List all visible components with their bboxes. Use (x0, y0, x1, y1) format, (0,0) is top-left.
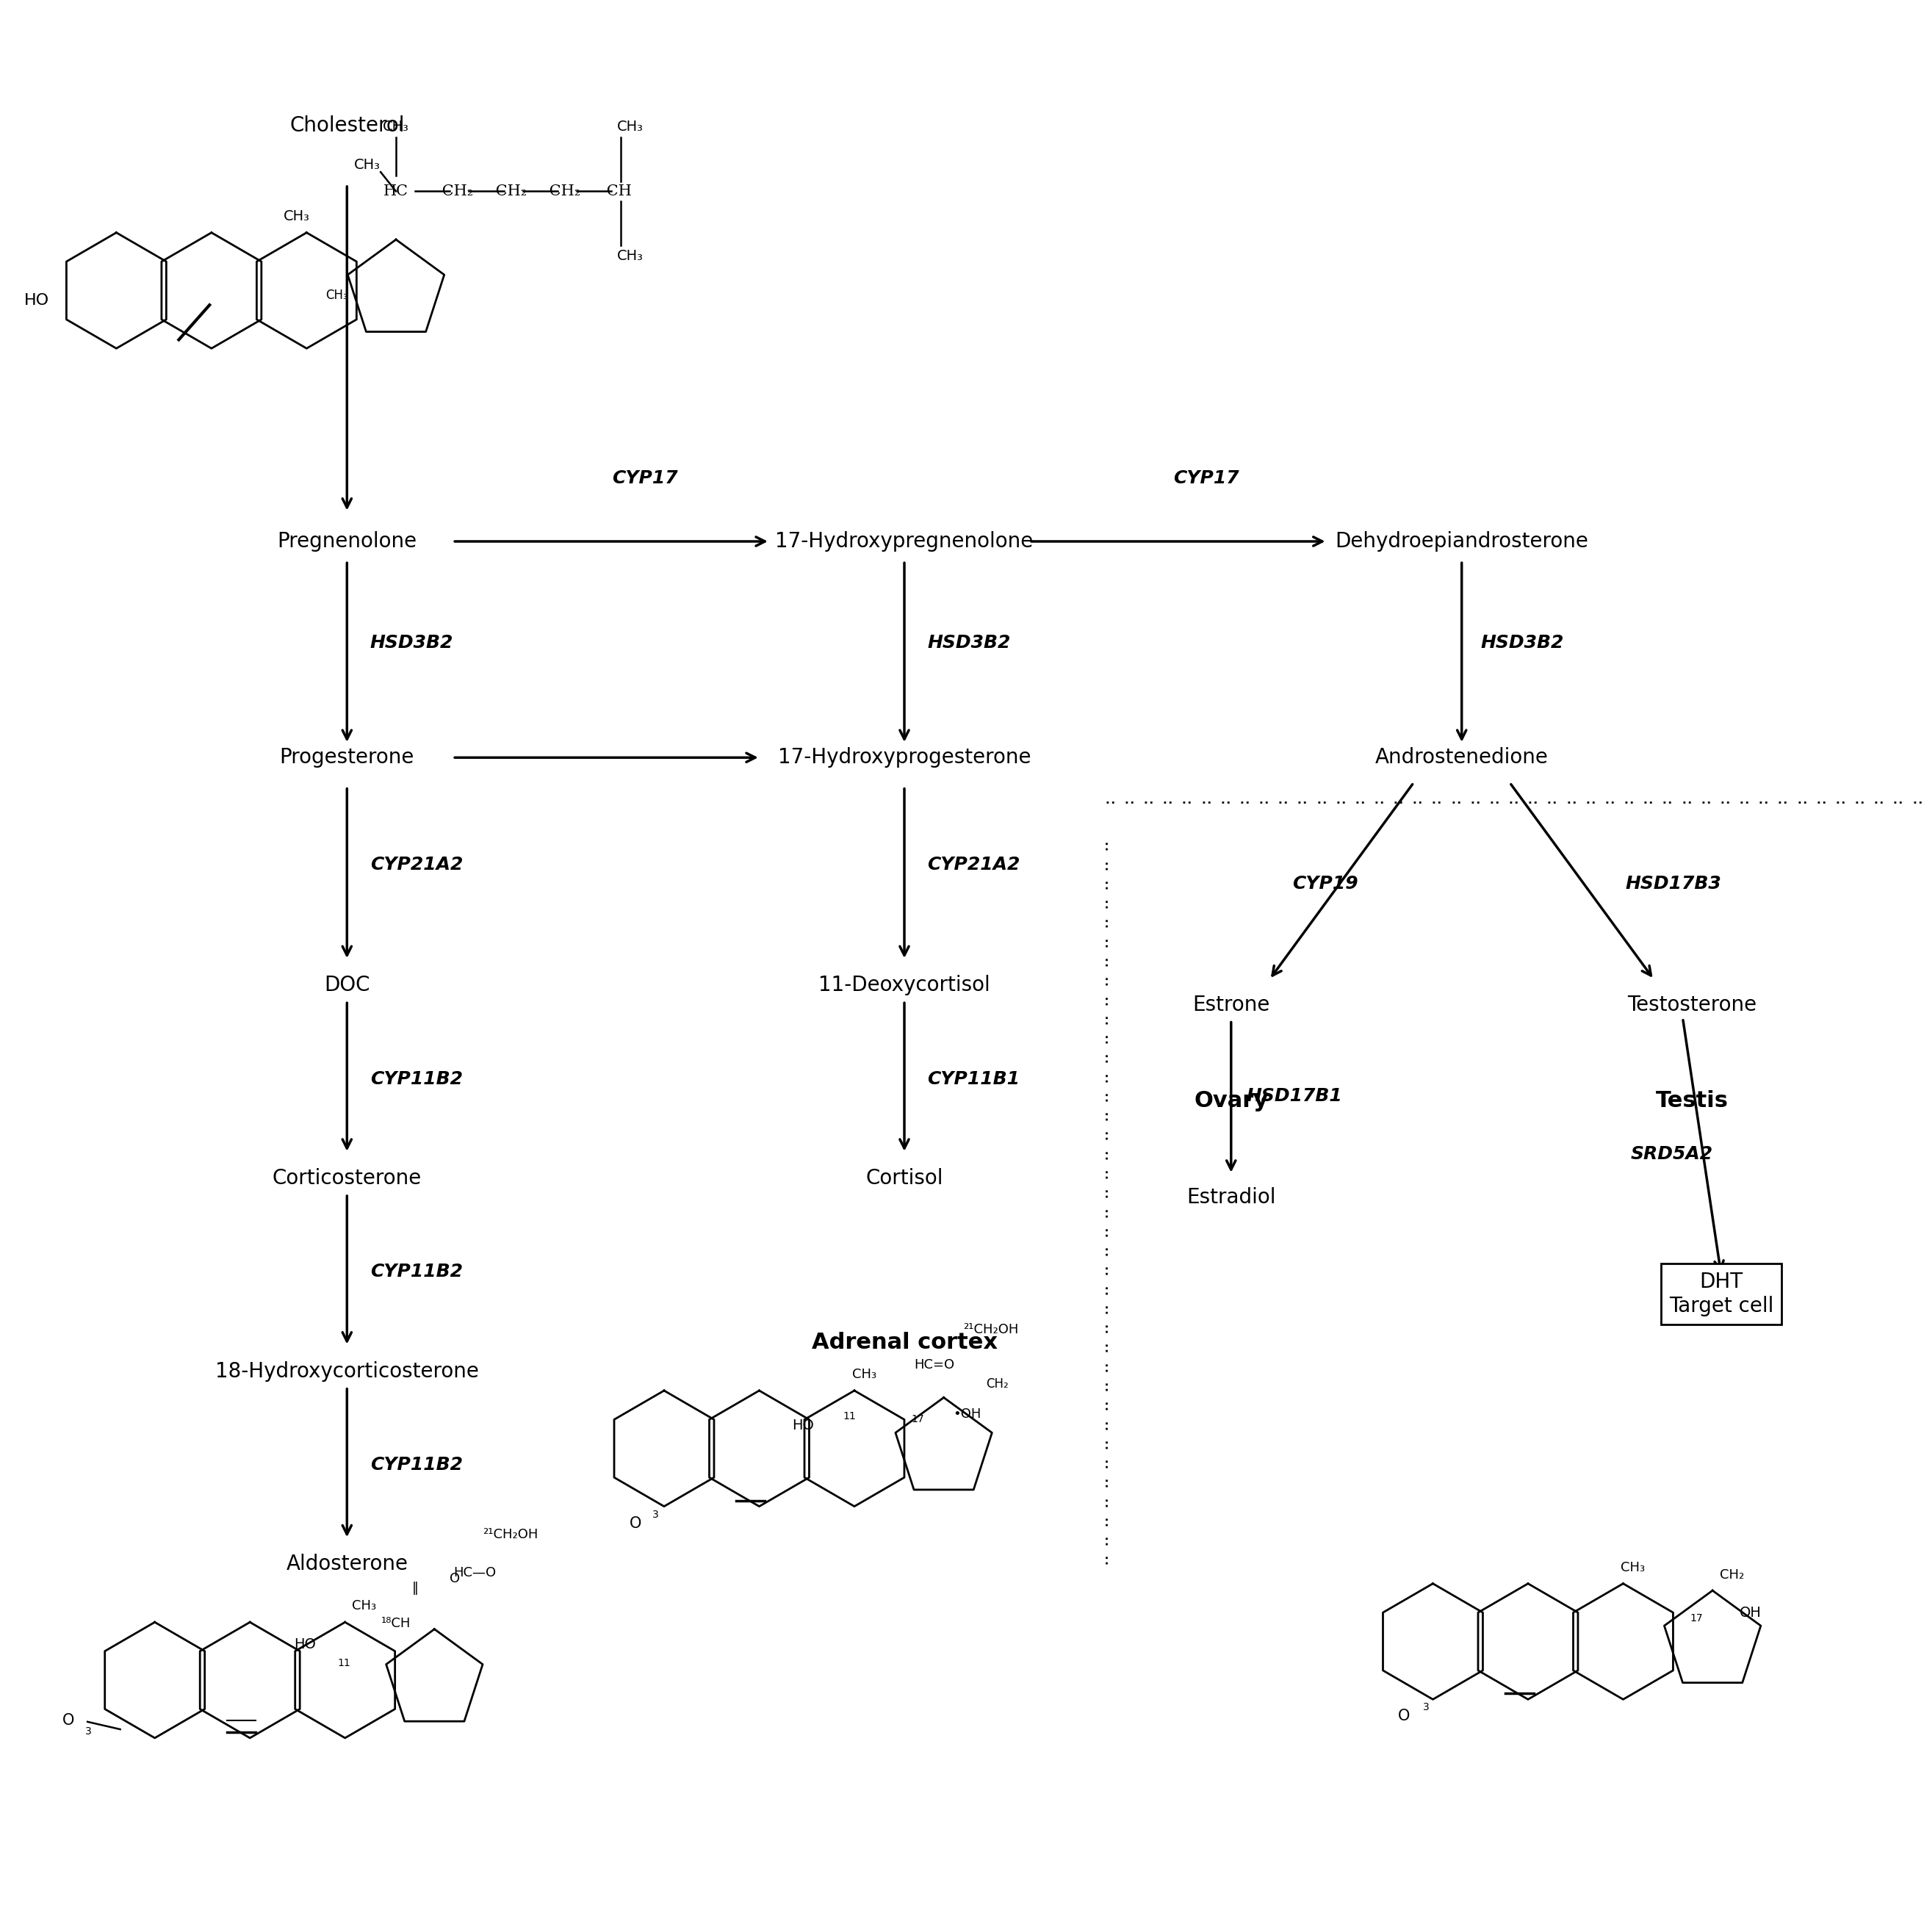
Text: CH₃: CH₃ (852, 1368, 875, 1381)
Text: Estrone: Estrone (1193, 995, 1270, 1014)
Text: DOC: DOC (323, 976, 369, 995)
Text: O: O (1399, 1710, 1410, 1723)
Text: HSD3B2: HSD3B2 (369, 634, 454, 651)
Text: O: O (62, 1714, 73, 1727)
Text: HC: HC (383, 184, 408, 199)
Text: HSD3B2: HSD3B2 (927, 634, 1010, 651)
Text: CH₃: CH₃ (354, 158, 381, 172)
Text: ²¹CH₂OH: ²¹CH₂OH (483, 1528, 539, 1542)
Text: CH₃: CH₃ (285, 209, 310, 222)
Text: Testis: Testis (1657, 1090, 1728, 1111)
Text: DHT
Target cell: DHT Target cell (1668, 1271, 1774, 1316)
Text: CH₃: CH₃ (383, 120, 410, 133)
Text: O: O (450, 1573, 460, 1586)
Text: CH₂: CH₂ (1720, 1569, 1743, 1582)
Text: HO: HO (23, 294, 50, 307)
Text: HC=O: HC=O (914, 1358, 954, 1372)
Text: Pregnenolone: Pregnenolone (277, 531, 418, 553)
Text: Progesterone: Progesterone (279, 748, 414, 767)
Text: HC—O: HC—O (454, 1567, 496, 1580)
Text: CYP11B2: CYP11B2 (369, 1457, 462, 1474)
Text: —CH₂: —CH₂ (427, 184, 473, 199)
Text: SRD5A2: SRD5A2 (1632, 1146, 1712, 1163)
Text: CYP11B1: CYP11B1 (927, 1070, 1020, 1088)
Text: —CH₂: —CH₂ (535, 184, 581, 199)
Text: CH₃: CH₃ (352, 1600, 377, 1613)
Text: 17: 17 (912, 1414, 925, 1424)
Text: 3: 3 (1424, 1702, 1430, 1712)
Text: O: O (629, 1517, 641, 1530)
Text: 18-Hydroxycorticosterone: 18-Hydroxycorticosterone (215, 1360, 479, 1381)
Text: •OH: •OH (954, 1406, 981, 1420)
Text: CYP11B2: CYP11B2 (369, 1264, 462, 1281)
Text: 3: 3 (652, 1509, 660, 1520)
Text: 3: 3 (85, 1727, 90, 1737)
Text: 17-Hydroxyprogesterone: 17-Hydroxyprogesterone (777, 748, 1031, 767)
Text: CYP19: CYP19 (1293, 875, 1358, 893)
Text: Corticosterone: Corticosterone (273, 1169, 421, 1188)
Text: Aldosterone: Aldosterone (287, 1553, 408, 1575)
Text: ²¹CH₂OH: ²¹CH₂OH (962, 1323, 1018, 1337)
Text: CH₂: CH₂ (987, 1378, 1008, 1391)
Text: CH₃: CH₃ (1620, 1561, 1645, 1575)
Text: CYP17: CYP17 (612, 469, 677, 487)
Text: CH₃: CH₃ (618, 249, 645, 263)
Text: CYP21A2: CYP21A2 (369, 856, 464, 873)
Text: 17: 17 (1689, 1613, 1703, 1623)
Text: Estradiol: Estradiol (1187, 1188, 1276, 1208)
Text: 11: 11 (843, 1410, 856, 1422)
Text: CYP21A2: CYP21A2 (927, 856, 1020, 873)
Text: Androstenedione: Androstenedione (1376, 748, 1549, 767)
Text: CH₃: CH₃ (618, 120, 645, 133)
Text: Testosterone: Testosterone (1628, 995, 1757, 1014)
Text: HO: HO (294, 1636, 316, 1652)
Text: —CH: —CH (591, 184, 631, 199)
Text: 17-Hydroxypregnenolone: 17-Hydroxypregnenolone (775, 531, 1033, 553)
Text: CH₃: CH₃ (325, 290, 348, 301)
Text: 11: 11 (337, 1658, 350, 1669)
Text: Cholesterol: Cholesterol (289, 116, 404, 135)
Text: Ovary: Ovary (1195, 1090, 1268, 1111)
Text: HSD17B1: HSD17B1 (1247, 1088, 1343, 1105)
Text: —CH₂: —CH₂ (481, 184, 527, 199)
Text: OH: OH (1739, 1605, 1760, 1619)
Text: HO: HO (793, 1418, 814, 1432)
Text: HSD17B3: HSD17B3 (1626, 875, 1722, 893)
Text: CYP17: CYP17 (1174, 469, 1239, 487)
Text: ¹⁸CH: ¹⁸CH (381, 1617, 412, 1631)
Text: 11-Deoxycortisol: 11-Deoxycortisol (818, 976, 991, 995)
Text: Adrenal cortex: Adrenal cortex (812, 1331, 997, 1352)
Text: HSD3B2: HSD3B2 (1481, 634, 1564, 651)
Text: Cortisol: Cortisol (866, 1169, 943, 1188)
Text: Dehydroepiandrosterone: Dehydroepiandrosterone (1335, 531, 1589, 553)
Text: ‖: ‖ (412, 1582, 419, 1596)
Text: CYP11B2: CYP11B2 (369, 1070, 462, 1088)
